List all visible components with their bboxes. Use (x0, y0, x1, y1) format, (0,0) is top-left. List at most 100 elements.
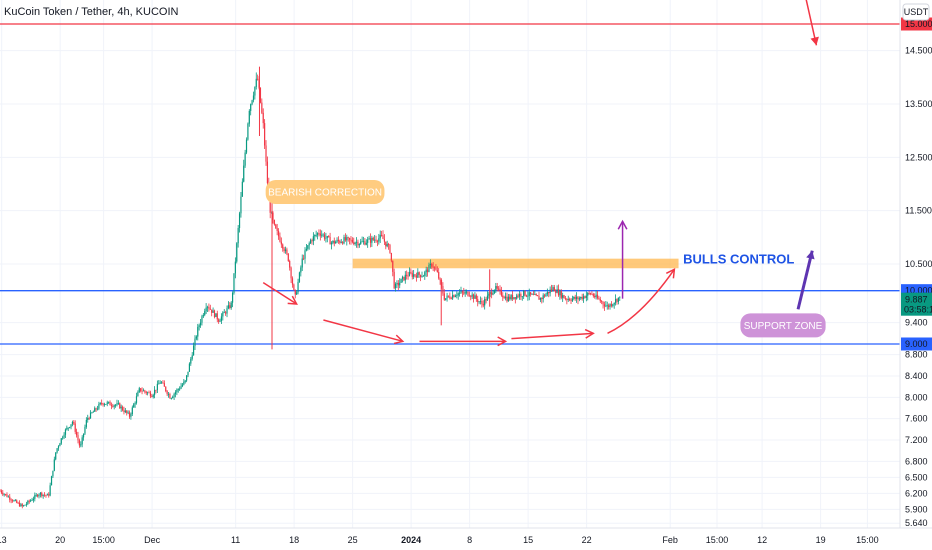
candle-body (491, 292, 493, 295)
x-tick-label: 15:00 (92, 535, 115, 545)
candle-body (475, 295, 477, 300)
red-arrow-range-1[interactable] (323, 319, 405, 345)
candle-body (18, 502, 21, 507)
red-arrow-bearish-1[interactable] (262, 282, 298, 305)
annotation-text: BEARISH CORRECTION (268, 188, 382, 199)
candle-body (162, 382, 164, 384)
candle-body (23, 505, 25, 507)
candle-body (445, 298, 447, 300)
arrow-shaft (262, 282, 298, 305)
candle-body (167, 394, 170, 395)
candle-body (37, 494, 39, 497)
candle-body (411, 273, 413, 277)
annotation-pill (265, 180, 385, 204)
candle-body (266, 161, 269, 184)
currency-badge[interactable]: USDT (902, 3, 930, 21)
price-line-tag[interactable]: 15.000 (901, 17, 932, 31)
candle-body (340, 242, 342, 244)
x-tick-label: 11 (231, 535, 240, 545)
candle-body (46, 494, 48, 496)
candle-body (613, 302, 615, 305)
candle-body (333, 240, 335, 244)
candle-body (180, 386, 182, 389)
candle-body (548, 291, 550, 294)
red-arrow-range-2[interactable] (419, 336, 508, 347)
candle-body (225, 312, 227, 314)
candle-body (191, 355, 193, 359)
price-line-tag[interactable]: 9.000 (901, 337, 932, 351)
red-arrow-down-top[interactable] (800, 0, 819, 46)
purple-arrow-up-mid[interactable] (617, 219, 628, 299)
candle-body (348, 237, 351, 240)
candle-body (286, 249, 288, 254)
bearish-correction-label[interactable]: BEARISH CORRECTION (265, 180, 385, 204)
candle-body (335, 241, 337, 244)
candle-body (516, 295, 518, 299)
candle-body (170, 398, 172, 399)
red-arrow-range-3[interactable] (511, 328, 595, 340)
candle-body (562, 295, 564, 298)
candle-body (570, 300, 572, 302)
candle-body (141, 391, 143, 392)
candle-body (195, 336, 197, 339)
candle-body (237, 228, 239, 244)
candle-body (265, 145, 267, 162)
candle-body (367, 239, 369, 243)
purple-arrow-up-right[interactable] (796, 250, 815, 310)
support-zone-label[interactable]: SUPPORT ZONE (740, 313, 826, 338)
candle-body (493, 290, 496, 293)
candle-body (592, 294, 594, 297)
y-tick-label: 13.500 (905, 99, 932, 109)
candle-body (619, 296, 621, 298)
candle-body (60, 438, 62, 444)
red-arrow-breakout-curve[interactable] (607, 268, 676, 335)
annotation-text: BULLS CONTROL (683, 252, 794, 267)
candle-body (601, 301, 603, 303)
candle-body (243, 165, 245, 182)
candle-body (559, 291, 561, 296)
candle-body (91, 412, 93, 414)
candle-body (43, 494, 46, 496)
x-tick-label: 15:00 (856, 535, 879, 545)
candle-body (429, 263, 431, 265)
candle-body (509, 296, 511, 300)
bulls-control-label[interactable]: BULLS CONTROL (683, 252, 794, 267)
candle-body (3, 494, 5, 495)
candle-body (580, 296, 582, 299)
candle-body (240, 196, 242, 214)
time-axis[interactable]: 13 20 15:00 Dec 11 18 25 2024 8 15 22 Feb 15:00 12 19 1… (0, 535, 879, 545)
candle-body (293, 284, 295, 290)
candle-body (605, 305, 607, 307)
y-tick-label: 9.400 (905, 318, 928, 328)
candle-body (20, 504, 22, 507)
candle-body (495, 286, 497, 291)
candle-body (396, 282, 398, 284)
candle-body (414, 274, 416, 276)
price-axis[interactable]: 14.500 13.500 12.500 11.500 10.500 9.400 8.800… (905, 46, 932, 529)
candle-body (6, 494, 8, 497)
candle-body (216, 313, 218, 320)
y-tick-label: 8.800 (905, 350, 928, 360)
x-tick-label: 22 (582, 535, 592, 545)
candle-body (408, 272, 411, 277)
candle-body (481, 301, 483, 304)
candle-body (148, 392, 150, 394)
candle-body (300, 267, 302, 273)
candle-body (287, 253, 289, 262)
candle-body (543, 295, 546, 297)
candle-body (500, 289, 502, 296)
candle-body (603, 304, 606, 307)
candle-body (369, 238, 372, 243)
arrow-head (810, 36, 819, 46)
candle-body (489, 292, 491, 294)
candle-body (556, 289, 558, 293)
candle-body (413, 274, 415, 277)
currency-badge-box[interactable] (902, 3, 930, 21)
candle-body (96, 408, 99, 410)
x-tick-label: 2024 (401, 535, 421, 545)
candle-body (220, 316, 223, 321)
candle-body (528, 292, 530, 296)
candle-body (549, 289, 551, 294)
